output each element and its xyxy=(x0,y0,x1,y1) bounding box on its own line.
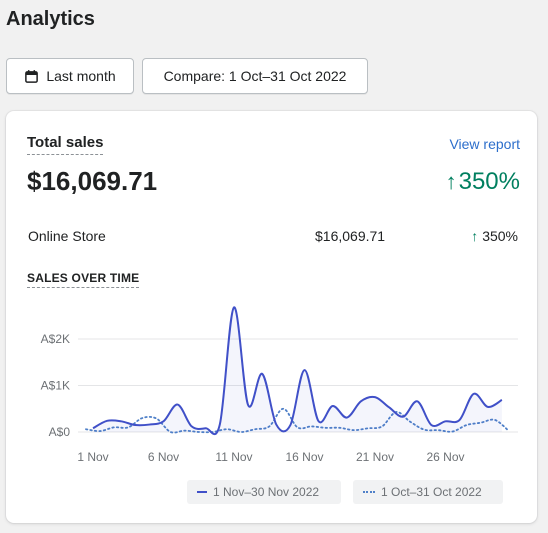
y-tick-label: A$0 xyxy=(49,425,71,439)
breakdown-change-value: 350% xyxy=(482,228,518,244)
compare-label: Compare: 1 Oct–31 Oct 2022 xyxy=(163,68,347,84)
x-tick-label: 11 Nov xyxy=(215,450,252,464)
arrow-up-icon: ↑ xyxy=(445,169,457,194)
legend-label-previous: 1 Oct–31 Oct 2022 xyxy=(381,485,482,499)
x-tick-label: 16 Nov xyxy=(285,450,323,464)
x-tick-label: 1 Nov xyxy=(77,450,108,464)
y-tick-label: A$1K xyxy=(41,379,70,393)
breakdown-change: ↑ 350% xyxy=(471,228,518,244)
breakdown-value: $16,069.71 xyxy=(315,228,386,244)
total-sales-change: ↑ 350% xyxy=(446,168,520,196)
page-title: Analytics xyxy=(6,8,95,30)
total-sales-card: Total sales View report $16,069.71 ↑ 350… xyxy=(6,111,537,523)
section-label[interactable]: SALES OVER TIME xyxy=(27,271,140,288)
y-tick-label: A$2K xyxy=(41,332,70,346)
series-area-current xyxy=(93,307,502,435)
total-sales-value: $16,069.71 xyxy=(27,166,158,196)
card-title[interactable]: Total sales xyxy=(27,134,104,155)
compare-button[interactable]: Compare: 1 Oct–31 Oct 2022 xyxy=(142,58,368,94)
solid-line-swatch xyxy=(197,491,207,493)
total-change-value: 350% xyxy=(458,168,520,195)
legend-label-current: 1 Nov–30 Nov 2022 xyxy=(213,485,320,499)
dotted-line-swatch xyxy=(363,491,375,493)
calendar-icon xyxy=(25,69,39,83)
legend-item-current[interactable]: 1 Nov–30 Nov 2022 xyxy=(187,480,341,504)
arrow-up-icon: ↑ xyxy=(471,228,479,244)
series-line-current xyxy=(92,306,503,436)
view-report-link[interactable]: View report xyxy=(449,136,520,152)
date-range-button[interactable]: Last month xyxy=(6,58,134,94)
x-tick-label: 6 Nov xyxy=(148,450,179,464)
legend-item-previous[interactable]: 1 Oct–31 Oct 2022 xyxy=(353,480,503,504)
date-range-label: Last month xyxy=(46,68,116,84)
breakdown-label: Online Store xyxy=(28,228,106,244)
x-tick-label: 21 Nov xyxy=(356,450,394,464)
x-tick-label: 26 Nov xyxy=(426,450,464,464)
sales-over-time-chart: A$0 A$1K A$2K 1 Nov 6 Nov 11 Nov 16 Nov 21 Nov 2… xyxy=(41,306,518,464)
